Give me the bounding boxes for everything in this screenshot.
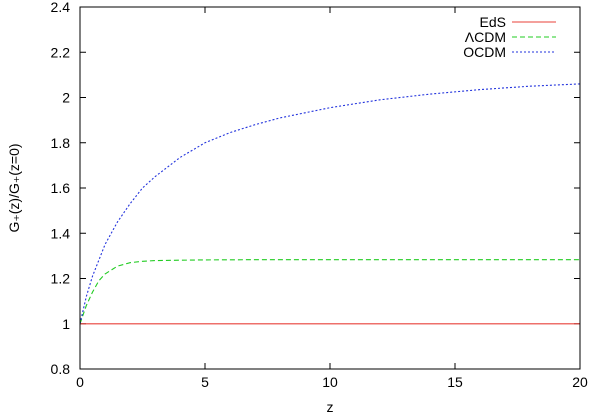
x-tick-label: 20 (572, 374, 588, 390)
y-tick-label: 2.2 (51, 44, 71, 60)
x-tick-label: 0 (76, 374, 84, 390)
series-lines (79, 83, 581, 325)
x-tick-label: 5 (201, 374, 209, 390)
y-axis-label: G₊(z)/G₊(z=0) (6, 143, 22, 232)
axis-ticks: 0 5 10 15 20 0.8 1 1.2 1.4 1.6 1.8 2 2.2 2.4 (51, 0, 588, 390)
y-tick-label: 1.2 (51, 271, 71, 287)
legend-label: ΛCDM (465, 29, 506, 45)
y-tick-label: 2 (62, 90, 70, 106)
x-tick-label: 10 (322, 374, 338, 390)
legend-label: EdS (480, 14, 506, 30)
y-tick-label: 1 (62, 316, 70, 332)
y-tick-label: 1.4 (51, 225, 71, 241)
y-tick-label: 1.6 (51, 180, 71, 196)
y-tick-label: 0.8 (51, 361, 71, 377)
plot-frame (79, 6, 581, 370)
y-tick-label: 2.4 (51, 0, 71, 15)
x-tick-label: 15 (447, 374, 463, 390)
series-line-ΛCDM (79, 259, 580, 324)
legend-label: OCDM (463, 44, 506, 60)
x-axis-label: z (327, 399, 334, 415)
series-line-OCDM (79, 83, 581, 324)
y-tick-label: 1.8 (51, 135, 71, 151)
